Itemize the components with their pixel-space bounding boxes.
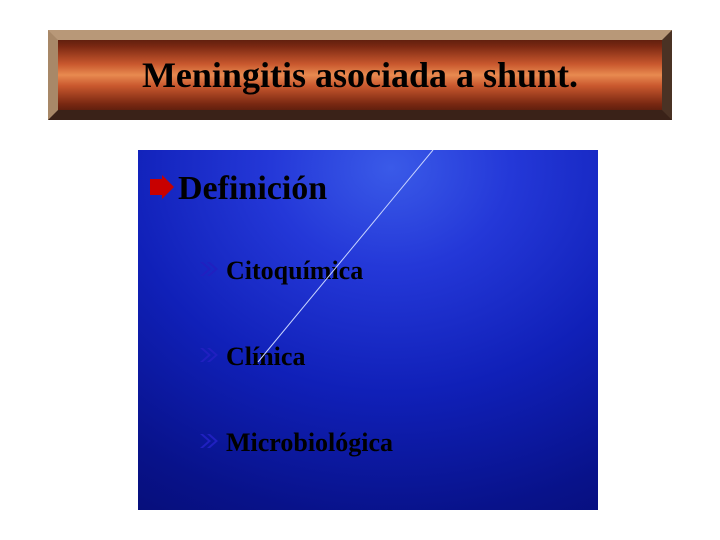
slide: Meningitis asociada a shunt. Definición …	[0, 0, 720, 540]
item-sub: Clínica	[198, 342, 305, 372]
item-sub: Citoquímica	[198, 256, 363, 286]
item-label: Citoquímica	[226, 256, 363, 286]
title-box: Meningitis asociada a shunt.	[48, 30, 672, 120]
content-panel: Definición Citoquímica Clínica Microbiológ…	[138, 150, 598, 510]
chevron-right-icon	[198, 260, 218, 283]
chevron-right-icon	[198, 346, 218, 369]
title-text: Meningitis asociada a shunt.	[142, 54, 578, 96]
item-label: Definición	[178, 170, 327, 208]
item-sub: Microbiológica	[198, 428, 393, 458]
chevron-right-icon	[198, 432, 218, 455]
item-label: Clínica	[226, 342, 305, 372]
arrow-right-icon	[148, 175, 176, 204]
item-definicion: Definición	[148, 170, 327, 208]
item-label: Microbiológica	[226, 428, 393, 458]
